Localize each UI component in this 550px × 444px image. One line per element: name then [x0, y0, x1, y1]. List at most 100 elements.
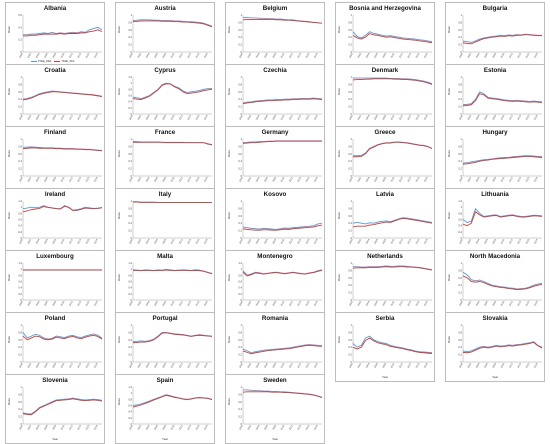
y-tick-label: 0.2 [458, 353, 462, 357]
x-tick-label: 2010 [500, 362, 506, 369]
x-tick-label: 2004 [365, 362, 371, 369]
x-tick-label: 2018 [93, 238, 99, 245]
y-tick-label: 0.6 [18, 218, 22, 222]
x-tick-label: 2014 [297, 52, 303, 59]
x-tick-label: 2002 [137, 362, 143, 369]
y-tick-label: 0.8 [458, 144, 462, 148]
x-tick-label: 2012 [68, 52, 74, 59]
y-tick-label: 0.6 [238, 90, 242, 94]
x-tick-label: 2004 [365, 114, 371, 121]
x-tick-label: 2010 [390, 52, 396, 59]
y-tick-label: 1 [21, 267, 23, 271]
y-tick-label: 0.8 [18, 330, 22, 334]
x-tick-label: 2002 [27, 362, 33, 369]
y-tick-label: 0.8 [458, 20, 462, 24]
y-axis-label: Ratio [117, 26, 121, 33]
y-axis-label: Ratio [117, 150, 121, 157]
y-tick-label: 1 [131, 391, 133, 395]
x-tick-label: 2000 [129, 300, 135, 307]
y-tick-label: 1 [131, 323, 133, 327]
y-tick-label: 0.2 [18, 38, 22, 42]
x-tick-label: 2014 [517, 52, 523, 59]
x-tick-label: 2002 [467, 362, 473, 369]
series-line-2 [243, 392, 322, 398]
x-tick-label: 2006 [154, 300, 160, 307]
x-tick-label: 2008 [52, 114, 58, 121]
x-tick-label: 2006 [154, 362, 160, 369]
legend-label: TFEE_DEA [38, 60, 51, 63]
x-tick-label: 2004 [35, 52, 41, 59]
x-tick-label: 2002 [137, 114, 143, 121]
x-tick-label: 2008 [492, 114, 498, 121]
y-tick-label: 0.6 [18, 280, 22, 284]
x-tick-label: 2008 [52, 52, 58, 59]
chart-title: Slovenia [6, 377, 104, 384]
x-tick-label: 2008 [272, 362, 278, 369]
y-tick-label: 1.2 [128, 385, 132, 389]
x-tick-label: 2004 [145, 114, 151, 121]
x-tick-label: 2018 [533, 300, 539, 307]
x-tick-label: 2014 [297, 114, 303, 121]
chart-title: Netherlands [336, 253, 434, 260]
series-line-1 [243, 223, 322, 229]
x-tick-label: 2006 [264, 114, 270, 121]
x-tick-label: 2012 [178, 176, 184, 183]
x-tick-label: 2002 [247, 52, 253, 59]
x-tick-label: 2010 [280, 114, 286, 121]
x-tick-label: 2006 [484, 362, 490, 369]
x-tick-label: 2014 [187, 176, 193, 183]
x-tick-label: 2016 [85, 176, 91, 183]
x-tick-label: 2006 [44, 176, 50, 183]
x-tick-label: 2018 [93, 114, 99, 121]
x-tick-label: 2004 [145, 362, 151, 369]
series-line-2 [133, 142, 212, 144]
x-tick-label: 2010 [170, 300, 176, 307]
x-tick-label: 2004 [255, 114, 261, 121]
y-tick-label: 0.2 [238, 353, 242, 357]
x-tick-label: 2014 [77, 114, 83, 121]
x-tick-label: 2010 [170, 114, 176, 121]
x-tick-label: 2008 [272, 176, 278, 183]
x-tick-label: 2002 [137, 424, 143, 431]
x-tick-label: 2012 [178, 300, 184, 307]
x-tick-label: 2002 [357, 114, 363, 121]
chart-title: Sweden [226, 377, 324, 384]
y-tick-label: 0.2 [238, 43, 242, 47]
y-tick-label: 0.4 [458, 159, 462, 163]
y-tick-label: 0.8 [128, 330, 132, 334]
x-tick-label: 2014 [407, 52, 413, 59]
x-tick-label: 2004 [35, 238, 41, 245]
x-tick-label: 2002 [27, 300, 33, 307]
chart-title: Italy [116, 191, 214, 198]
x-tick-label: 2006 [154, 114, 160, 121]
y-tick-label: 0.8 [238, 273, 242, 277]
x-tick-label: 2012 [68, 176, 74, 183]
y-tick-label: 0.4 [128, 159, 132, 163]
y-tick-label: 0.2 [458, 230, 462, 234]
x-tick-label: 2010 [280, 176, 286, 183]
y-tick-label: 0.6 [18, 13, 22, 17]
x-tick-label: 2010 [280, 52, 286, 59]
y-tick-label: 0.2 [348, 229, 352, 233]
chart-title: France [116, 129, 214, 136]
x-tick-label: 2004 [255, 52, 261, 59]
x-tick-label: 2002 [357, 238, 363, 245]
y-tick-label: 0.2 [458, 291, 462, 295]
x-tick-label: 2010 [170, 176, 176, 183]
y-axis-label: Ratio [337, 88, 341, 95]
x-tick-label: 2016 [195, 52, 201, 59]
y-tick-label: 0.6 [458, 28, 462, 32]
y-tick-label: 0.4 [128, 345, 132, 349]
y-tick-label: 0.4 [348, 283, 352, 287]
y-axis-label: Ratio [227, 150, 231, 157]
